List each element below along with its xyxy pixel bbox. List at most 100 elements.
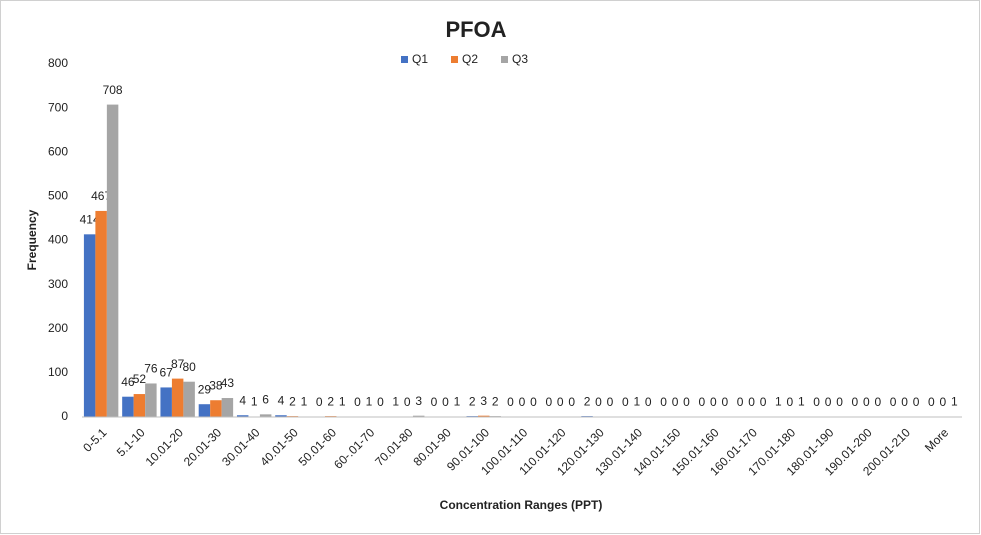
data-label: 0 [530,395,537,409]
y-tick-label: 800 [48,56,68,70]
data-label: 1 [301,395,308,409]
legend-label: Q3 [512,52,528,66]
data-label: 0 [431,395,438,409]
data-label: 3 [415,394,422,408]
data-label: 2 [584,394,591,408]
data-label: 0 [316,395,323,409]
bar [83,234,96,417]
data-label: 6 [262,393,269,407]
data-label: 0 [507,395,514,409]
legend-swatch [501,56,508,63]
data-label: 0 [737,395,744,409]
legend-swatch [401,56,408,63]
data-label: 0 [940,395,947,409]
bar [160,387,172,417]
legend-label: Q2 [462,52,478,66]
bar [478,415,490,417]
data-label: 1 [798,395,805,409]
data-label: 0 [890,395,897,409]
bar [133,394,146,417]
data-label: 0 [760,395,767,409]
bar [122,396,134,417]
data-label: 1 [951,395,958,409]
data-label: 0 [901,395,908,409]
data-label: 0 [557,395,564,409]
data-label: 0 [786,395,793,409]
data-label: 0 [836,395,843,409]
data-label: 414 [80,212,100,226]
data-label: 0 [825,395,832,409]
y-tick-label: 700 [48,100,68,114]
data-label: 3 [480,394,487,408]
bar [198,404,211,417]
y-tick-label: 0 [61,409,68,423]
y-axis-title: Frequency [25,209,39,270]
data-label: 0 [377,395,384,409]
bar [221,398,234,417]
data-label: 1 [366,395,373,409]
y-tick-label: 500 [48,189,68,203]
data-label: 2 [469,394,476,408]
data-label: 38 [209,378,223,392]
bar [183,381,195,417]
data-label: 0 [622,395,629,409]
data-label: 0 [852,395,859,409]
data-label: 0 [748,395,755,409]
data-label: 1 [392,395,399,409]
data-label: 52 [133,372,147,386]
data-label: 0 [710,395,717,409]
chart-title: PFOA [445,17,506,42]
data-label: 467 [91,189,111,203]
bar [275,415,287,417]
data-label: 0 [813,395,820,409]
data-label: 29 [198,382,212,396]
data-label: 0 [354,395,361,409]
y-tick-label: 100 [48,365,68,379]
data-label: 0 [442,395,449,409]
data-label: 46 [121,375,135,389]
data-label: 0 [545,395,552,409]
data-label: 76 [144,362,158,376]
data-label: 2 [327,394,334,408]
data-label: 708 [103,83,123,97]
data-label: 43 [221,376,235,390]
data-label: 0 [683,395,690,409]
data-label: 0 [595,395,602,409]
data-label: 2 [492,394,499,408]
legend-swatch [451,56,458,63]
data-label: 1 [251,395,258,409]
data-label: 0 [863,395,870,409]
y-tick-label: 300 [48,277,68,291]
data-label: 0 [519,395,526,409]
data-label: 80 [182,360,196,374]
data-label: 0 [698,395,705,409]
data-label: 1 [775,395,782,409]
data-label: 1 [633,395,640,409]
bar [145,383,157,417]
x-axis-title: Concentration Ranges (PPT) [440,498,603,512]
data-label: 2 [289,394,296,408]
data-label: 0 [721,395,728,409]
data-label: 0 [928,395,935,409]
data-label: 4 [278,393,285,407]
bar [95,210,107,417]
bar [171,378,184,417]
data-label: 0 [913,395,920,409]
data-label: 4 [239,393,246,407]
y-tick-label: 400 [48,233,68,247]
bar [106,104,119,417]
data-label: 1 [339,395,346,409]
data-label: 0 [672,395,679,409]
data-label: 0 [645,395,652,409]
bar [236,415,249,417]
data-label: 0 [607,395,614,409]
bar [210,400,222,417]
bar [412,415,425,417]
y-tick-label: 200 [48,321,68,335]
legend-label: Q1 [412,52,428,66]
data-label: 0 [874,395,881,409]
data-label: 67 [159,366,173,380]
bar [259,414,272,417]
